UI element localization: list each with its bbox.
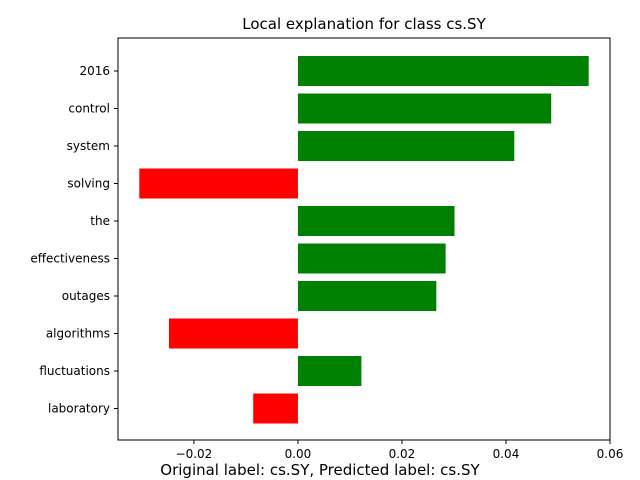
y-tick-label: algorithms (46, 327, 110, 341)
x-tick-label: 0.02 (389, 447, 416, 461)
x-tick-label: 0.04 (493, 447, 520, 461)
bar-outages (297, 281, 437, 311)
bar-system (297, 131, 515, 161)
y-tick-label: solving (67, 177, 110, 191)
bar-algorithms (168, 318, 298, 349)
y-tick-label: system (67, 139, 110, 153)
chart-title: Local explanation for class cs.SY (242, 15, 486, 33)
y-tick-label: the (90, 214, 110, 228)
y-tick-label: fluctuations (39, 364, 110, 378)
bar-fluctuations (297, 356, 362, 386)
bar-laboratory (253, 393, 298, 424)
bars-layer (139, 56, 589, 424)
y-tick-label: outages (62, 289, 110, 303)
y-axis: 2016 control system solving the effectiveness… (30, 64, 118, 416)
bar-2016 (297, 56, 589, 86)
bar-effectiveness (297, 243, 446, 274)
y-tick-label: laboratory (48, 402, 110, 416)
x-tick-label: 0.06 (597, 447, 624, 461)
x-tick-label: 0.00 (285, 447, 312, 461)
bar-control (297, 93, 552, 124)
y-tick-label: 2016 (79, 64, 110, 78)
x-tick-label: −0.02 (176, 447, 213, 461)
x-axis: −0.02 0.00 0.02 0.04 0.06 (176, 440, 624, 461)
bar-the (297, 206, 455, 236)
bar-solving (139, 168, 298, 199)
plot-frame (117, 37, 611, 441)
y-tick-label: control (68, 102, 110, 116)
y-tick-label: effectiveness (30, 252, 110, 266)
chart-caption: Original label: cs.SY, Predicted label: … (160, 461, 480, 479)
